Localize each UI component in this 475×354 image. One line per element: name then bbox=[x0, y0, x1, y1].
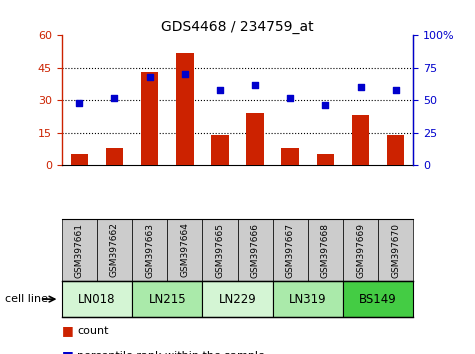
Point bbox=[322, 103, 329, 108]
Bar bbox=[167, 219, 202, 281]
Bar bbox=[247, 113, 264, 165]
Text: GSM397670: GSM397670 bbox=[391, 223, 400, 278]
Bar bbox=[176, 53, 194, 165]
Bar bbox=[202, 219, 238, 281]
Text: count: count bbox=[77, 326, 108, 336]
Text: LN018: LN018 bbox=[78, 293, 115, 306]
Bar bbox=[62, 281, 132, 317]
Point bbox=[181, 72, 189, 77]
Point bbox=[216, 87, 224, 93]
Bar bbox=[62, 219, 97, 281]
Bar bbox=[105, 148, 124, 165]
Title: GDS4468 / 234759_at: GDS4468 / 234759_at bbox=[161, 21, 314, 34]
Point bbox=[251, 82, 259, 87]
Text: GSM397666: GSM397666 bbox=[251, 223, 259, 278]
Bar bbox=[273, 219, 308, 281]
Bar bbox=[308, 219, 343, 281]
Point bbox=[286, 95, 294, 101]
Bar bbox=[132, 281, 202, 317]
Text: BS149: BS149 bbox=[359, 293, 397, 306]
Bar bbox=[132, 219, 167, 281]
Bar bbox=[97, 219, 132, 281]
Bar bbox=[343, 281, 413, 317]
Bar bbox=[343, 219, 378, 281]
Text: GSM397662: GSM397662 bbox=[110, 223, 119, 278]
Text: LN229: LN229 bbox=[218, 293, 256, 306]
Bar bbox=[352, 115, 369, 165]
Text: percentile rank within the sample: percentile rank within the sample bbox=[77, 351, 265, 354]
Text: GSM397668: GSM397668 bbox=[321, 223, 330, 278]
Text: LN319: LN319 bbox=[289, 293, 327, 306]
Bar bbox=[211, 135, 228, 165]
Point bbox=[76, 100, 83, 105]
Bar bbox=[202, 281, 273, 317]
Point bbox=[111, 95, 118, 101]
Bar bbox=[238, 219, 273, 281]
Point bbox=[357, 84, 364, 90]
Text: ■: ■ bbox=[62, 349, 74, 354]
Text: GSM397664: GSM397664 bbox=[180, 223, 189, 278]
Text: ■: ■ bbox=[62, 325, 74, 337]
Text: GSM397661: GSM397661 bbox=[75, 223, 84, 278]
Text: GSM397663: GSM397663 bbox=[145, 223, 154, 278]
Bar bbox=[387, 135, 404, 165]
Point bbox=[146, 74, 153, 80]
Bar bbox=[71, 154, 88, 165]
Bar bbox=[316, 154, 334, 165]
Text: GSM397667: GSM397667 bbox=[286, 223, 294, 278]
Text: LN215: LN215 bbox=[148, 293, 186, 306]
Text: cell line: cell line bbox=[5, 294, 48, 304]
Bar bbox=[281, 148, 299, 165]
Bar bbox=[378, 219, 413, 281]
Bar bbox=[273, 281, 343, 317]
Point bbox=[392, 87, 399, 93]
Text: GSM397669: GSM397669 bbox=[356, 223, 365, 278]
Bar bbox=[141, 72, 158, 165]
Text: GSM397665: GSM397665 bbox=[216, 223, 224, 278]
